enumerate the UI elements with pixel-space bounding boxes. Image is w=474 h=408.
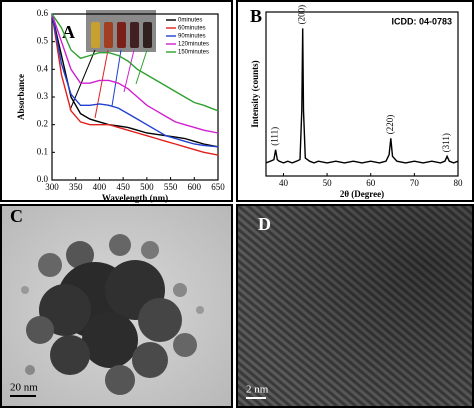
- panel-label: D: [258, 214, 271, 234]
- x-tick-label: 650: [211, 182, 225, 192]
- y-tick-label: 0.1: [37, 146, 48, 156]
- peak-label: (111): [270, 127, 280, 146]
- x-tick-label: 60: [366, 178, 376, 188]
- legend-label: 60minutes: [178, 26, 206, 32]
- vial-photo-inset: [86, 10, 156, 52]
- x-axis-label: 2θ (Degree): [340, 189, 384, 199]
- y-tick-label: 0.6: [37, 8, 49, 18]
- y-tick-label: 0.0: [37, 174, 49, 184]
- annotation: ICDD: 04-0783: [391, 16, 452, 26]
- peak-label: (220): [385, 115, 395, 135]
- peak-label: (311): [441, 133, 451, 152]
- x-tick-label: 80: [454, 178, 464, 188]
- data-line: [265, 28, 459, 164]
- data-line: [51, 13, 219, 112]
- peak-label: (200): [297, 5, 307, 25]
- arrows: [69, 49, 148, 119]
- panel-label: C: [10, 206, 23, 226]
- x-tick-label: 550: [164, 182, 178, 192]
- scale-bar-label: 2 nm: [246, 384, 269, 396]
- y-axis-label: Absorbance: [16, 74, 26, 120]
- legend-label: 90minutes: [178, 34, 206, 40]
- x-tick-label: 70: [410, 178, 420, 188]
- hrtem-image-d: [236, 204, 474, 408]
- x-tick-label: 450: [116, 182, 130, 192]
- x-tick-label: 350: [69, 182, 83, 192]
- x-tick-label: 50: [323, 178, 333, 188]
- x-axis-label: Wavelength (nm): [102, 193, 168, 203]
- data-line: [51, 13, 219, 148]
- data-line: [51, 13, 219, 134]
- x-tick-label: 300: [45, 182, 59, 192]
- y-tick-label: 0.3: [37, 91, 49, 101]
- data-line: [51, 13, 219, 148]
- panel-frame: [236, 0, 474, 202]
- tem-image-c: [0, 204, 233, 408]
- legend-label: 120minutes: [178, 42, 209, 48]
- y-axis-label: Intensity (counts): [250, 60, 260, 127]
- x-tick-label: 40: [279, 178, 289, 188]
- x-tick-label: 400: [93, 182, 107, 192]
- x-tick-label: 600: [188, 182, 202, 192]
- legend-label: 0minutes: [178, 18, 202, 24]
- legend-label: 150minutes: [178, 50, 209, 56]
- y-tick-label: 0.4: [37, 63, 49, 73]
- scale-bar-label: 20 nm: [10, 382, 38, 394]
- y-tick-label: 0.2: [37, 119, 48, 129]
- data-line: [51, 13, 219, 156]
- x-tick-label: 500: [140, 182, 154, 192]
- y-tick-label: 0.5: [37, 36, 49, 46]
- panel-label: B: [250, 6, 262, 26]
- plot-area: [265, 11, 459, 177]
